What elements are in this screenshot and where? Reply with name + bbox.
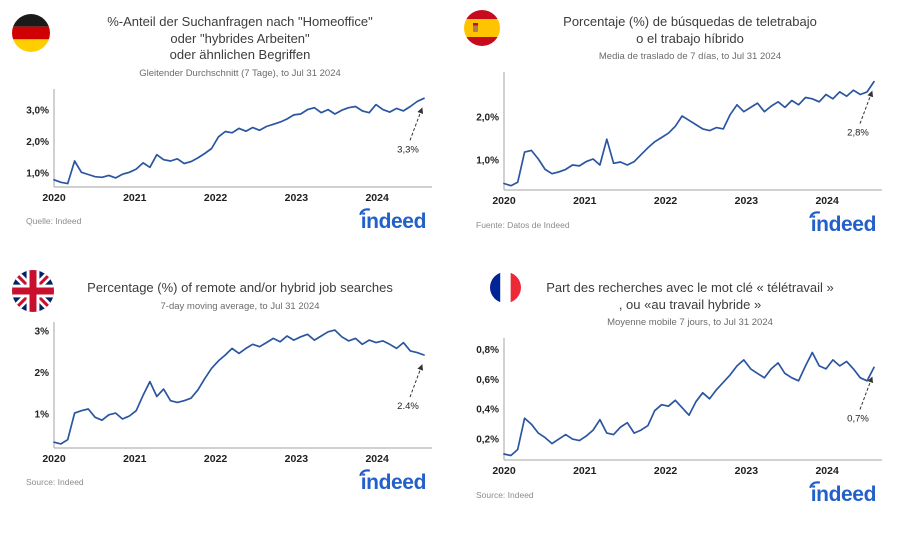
series-line: [503, 80, 875, 187]
chart-panel-germany: %-Anteil der Suchanfragen nach "Homeoffi…: [0, 0, 450, 266]
x-tick-label: 2024: [815, 195, 839, 207]
indeed-logo-text: indeed: [360, 470, 427, 494]
indeed-accent-icon: [359, 207, 370, 215]
chart-title: Porcentaje (%) de búsquedas de teletraba…: [514, 14, 866, 47]
annotation-arrow: [859, 376, 874, 410]
x-tick-label: 2023: [285, 453, 309, 465]
source-text: Source: Indeed: [476, 489, 534, 500]
y-tick-label: 0,6%: [476, 375, 499, 386]
x-tick-label: 2024: [815, 465, 839, 477]
y-tick-label: 2,0%: [476, 112, 499, 123]
series-line: [503, 351, 875, 457]
x-tick-label: 2021: [123, 192, 147, 204]
chart-title-line: Part des recherches avec le mot clé « té…: [546, 280, 834, 295]
chart-title-line: , ou «au travail hybride »: [618, 296, 762, 312]
chart-panel-spain: Porcentaje (%) de búsquedas de teletraba…: [450, 0, 900, 266]
annotation-label: 2,8%: [847, 128, 869, 139]
series-line: [53, 96, 425, 184]
indeed-logo-text: indeed: [360, 209, 427, 233]
x-tick-label: 2023: [285, 192, 309, 204]
france-flag-icon: [490, 272, 521, 303]
line-chart-germany: 1,0% 2,0% 3,0% 2020 2021 2022 2023 2024 3,3%: [26, 88, 432, 204]
y-tick-label: 0,4%: [476, 405, 499, 416]
indeed-logo-text: indeed: [810, 483, 877, 506]
y-tick-label: 0,8%: [476, 345, 499, 356]
chart-title-line: o el trabajo híbrido: [636, 30, 744, 46]
indeed-logo-text: indeed: [810, 213, 877, 236]
x-tick-label: 2024: [365, 192, 389, 204]
chart-title-line: %-Anteil der Suchanfragen nach "Homeoffi…: [107, 14, 373, 29]
indeed-logo: indeed: [809, 481, 877, 506]
indeed-accent-icon: [809, 211, 820, 218]
x-tick-label: 2021: [123, 453, 147, 465]
x-tick-label: 2020: [492, 465, 516, 477]
germany-flag-icon: [12, 14, 50, 52]
y-tick-label: 1,0%: [476, 155, 499, 166]
annotation-label: 3,3%: [397, 144, 419, 155]
indeed-logo: indeed: [809, 211, 877, 236]
chart-title: Part des recherches avec le mot clé « té…: [514, 280, 866, 313]
y-tick-label: 1,0%: [26, 168, 49, 179]
y-tick-label: 2,0%: [26, 137, 49, 148]
indeed-accent-icon: [809, 481, 820, 488]
indeed-accent-icon: [359, 468, 370, 476]
y-tick-label: 1%: [35, 409, 50, 420]
x-tick-label: 2022: [204, 453, 228, 465]
chart-title-line: Percentage (%) of remote and/or hybrid j…: [87, 280, 393, 295]
x-tick-label: 2020: [42, 453, 66, 465]
annotation-label: 2.4%: [397, 401, 419, 412]
annotation-arrow: [409, 106, 424, 141]
indeed-logo: indeed: [359, 468, 427, 494]
chart-title: Percentage (%) of remote and/or hybrid j…: [64, 280, 416, 297]
annotation-arrow: [859, 90, 874, 124]
line-chart-uk: 1% 2% 3% 2020 2021 2022 2023 2024 2.4%: [35, 321, 432, 465]
chart-subtitle: Gleitender Durchschnitt (7 Tage), to Jul…: [139, 67, 341, 79]
spain-flag-icon: [464, 10, 500, 46]
chart-panel-uk: Percentage (%) of remote and/or hybrid j…: [0, 266, 450, 540]
chart-subtitle: Media de traslado de 7 días, to Jul 31 2…: [598, 51, 782, 62]
x-tick-label: 2021: [573, 465, 597, 477]
chart-title-line: oder ähnlichen Begriffen: [169, 47, 311, 62]
chart-subtitle: Moyenne mobile 7 jours, to Jul 31 2024: [607, 317, 773, 328]
chart-panel-france: Part des recherches avec le mot clé « té…: [450, 266, 900, 540]
x-tick-label: 2020: [42, 192, 66, 204]
y-tick-label: 3,0%: [26, 105, 49, 116]
annotation-arrow: [409, 363, 424, 397]
x-tick-label: 2022: [654, 195, 678, 207]
source-text: Fuente: Datos de Indeed: [476, 219, 570, 230]
line-chart-spain: 1,0% 2,0% 2020 2021 2022 2023 2024 2,8%: [476, 72, 882, 207]
x-tick-label: 2020: [492, 195, 516, 207]
chart-subtitle: 7-day moving average, to Jul 31 2024: [160, 300, 320, 312]
chart-title-line: oder "hybrides Arbeiten": [170, 30, 310, 46]
chart-title: %-Anteil der Suchanfragen nach "Homeoffi…: [64, 14, 416, 64]
y-tick-label: 3%: [35, 326, 50, 337]
uk-flag-icon: [12, 270, 54, 312]
x-tick-label: 2023: [735, 195, 759, 207]
x-tick-label: 2022: [654, 465, 678, 477]
x-tick-label: 2021: [573, 195, 597, 207]
chart-title-line: Porcentaje (%) de búsquedas de teletraba…: [563, 14, 817, 29]
source-text: Quelle: Indeed: [26, 216, 82, 226]
series-line: [53, 328, 425, 445]
indeed-logo: indeed: [359, 207, 427, 233]
line-chart-france: 0,2% 0,4% 0,6% 0,8% 2020 2021 2022 2023 2024 0,7%: [476, 338, 882, 477]
source-text: Source: Indeed: [26, 477, 84, 487]
x-tick-label: 2024: [365, 453, 389, 465]
x-tick-label: 2023: [735, 465, 759, 477]
annotation-label: 0,7%: [847, 413, 869, 424]
x-tick-label: 2022: [204, 192, 228, 204]
y-tick-label: 2%: [35, 367, 50, 378]
y-tick-label: 0,2%: [476, 435, 499, 446]
